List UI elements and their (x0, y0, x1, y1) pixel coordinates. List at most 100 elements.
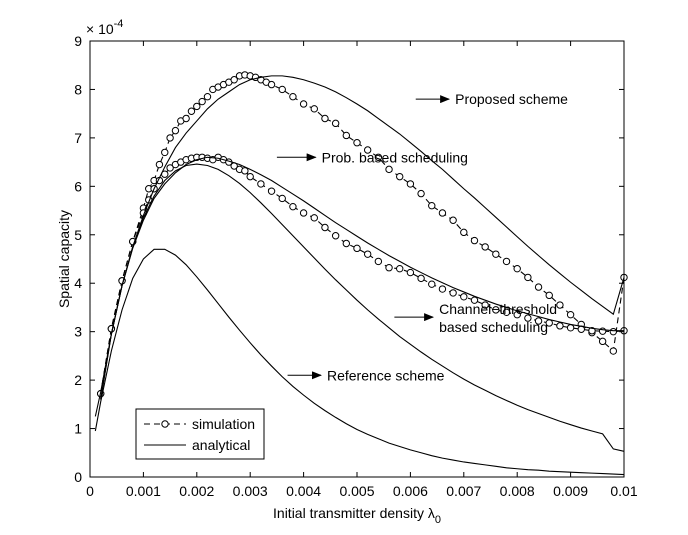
x-axis-label: Initial transmitter density λ0 (273, 505, 441, 526)
series-0-point-9 (166, 134, 174, 142)
y-tick-label: 8 (74, 81, 82, 97)
series-1-point-42 (438, 285, 447, 293)
series-0-point-21 (230, 76, 238, 84)
annotation-label-2: Channel−threshold (439, 301, 557, 317)
series-1-point-30 (310, 214, 318, 222)
legend-marker-0 (161, 420, 169, 428)
series-0-point-48 (481, 243, 489, 251)
series-0-point-14 (193, 102, 201, 111)
series-0-point-13 (187, 107, 196, 115)
y-tick-label: 7 (74, 130, 82, 146)
series-0-point-16 (203, 93, 212, 101)
x-tick-label: 0.002 (179, 483, 214, 499)
series-1-point-26 (267, 187, 276, 195)
series-0-point-28 (267, 80, 276, 89)
series-1-point-58 (609, 327, 618, 336)
series-1-point-56 (588, 327, 596, 335)
series-0-point-52 (524, 273, 532, 282)
series-1-point-47 (492, 306, 500, 314)
legend-label-1: analytical (192, 437, 250, 453)
series-0-point-49 (492, 250, 500, 258)
series-1-point-35 (363, 250, 372, 258)
series-1-point-28 (289, 202, 297, 211)
series-0-point-43 (428, 202, 436, 210)
series-0-point-54 (545, 291, 553, 300)
annotation-label-2-line2: based scheduling (439, 319, 548, 335)
series-0-point-59 (598, 337, 607, 346)
series-0-point-34 (331, 119, 340, 128)
legend-box (135, 408, 265, 460)
series-1-point-45 (470, 296, 479, 304)
series-0-point-32 (310, 105, 318, 113)
series-0-point-50 (502, 257, 511, 266)
series-1-point-31 (321, 223, 329, 232)
series-0-point-39 (385, 165, 393, 174)
x-tick-label: 0.008 (500, 483, 535, 499)
series-0-point-46 (460, 228, 468, 237)
series-0-point-33 (321, 114, 329, 123)
series-1-point-44 (460, 293, 468, 301)
series-0-point-60 (609, 347, 618, 355)
x-tick-label: 0.009 (553, 483, 588, 499)
series-1-point-54 (566, 324, 575, 332)
series-0-point-35 (342, 131, 351, 140)
series-0-point-44 (438, 209, 447, 217)
series-0-point-38 (374, 153, 383, 161)
series-0-point-56 (566, 311, 575, 319)
series-1-point-48 (502, 308, 511, 316)
series-1-point-37 (385, 264, 393, 272)
series-1-point-51 (534, 317, 543, 325)
series-0-point-40 (396, 172, 404, 181)
x-tick-label: 0 (86, 483, 94, 499)
series-0-point-53 (534, 283, 543, 291)
series-layer (94, 71, 628, 476)
series-0-point-45 (449, 216, 457, 224)
series-1-point-40 (417, 274, 425, 283)
series-1-point-1 (107, 325, 116, 333)
series-0-point-36 (353, 139, 361, 147)
series-1-point-49 (513, 311, 521, 319)
series-1-point-39 (406, 268, 415, 277)
series-1-point-23 (241, 167, 249, 175)
annotation-label-0: Proposed scheme (455, 91, 568, 107)
series-0-point-41 (406, 180, 415, 188)
series-0-point-51 (513, 264, 521, 273)
y-tick-label: 0 (74, 469, 82, 485)
series-0-point-31 (299, 100, 308, 108)
series-1-point-50 (524, 314, 532, 322)
x-tick-label: 0.004 (286, 483, 321, 499)
series-0-point-8 (161, 148, 169, 157)
x-tick-label: 0.001 (126, 483, 161, 499)
series-0-point-10 (171, 126, 180, 135)
series-0-point-55 (556, 301, 564, 309)
series-0-point-47 (470, 236, 479, 245)
y-tick-label: 5 (74, 227, 82, 243)
series-1-point-33 (342, 239, 351, 248)
legend-label-0: simulation (192, 416, 255, 432)
series-1-point-36 (374, 257, 383, 266)
series-1-point-38 (396, 264, 404, 273)
series-0-point-30 (289, 93, 297, 101)
series-0-point-7 (155, 160, 164, 169)
series-0-point-42 (417, 189, 425, 198)
y-exponent-label: × 10-4 (86, 18, 123, 37)
series-1-point-29 (299, 209, 308, 217)
series-line-3 (100, 156, 624, 400)
y-tick-label: 9 (74, 33, 82, 49)
series-line-4 (94, 163, 625, 452)
series-line-2 (100, 75, 625, 400)
series-1-point-27 (278, 194, 286, 203)
x-tick-label: 0.006 (393, 483, 428, 499)
series-1-point-53 (556, 322, 564, 330)
x-tick-label: 0.007 (446, 483, 481, 499)
y-tick-label: 6 (74, 178, 82, 194)
series-1-point-46 (481, 301, 489, 309)
y-axis-label: Spatial capacity (56, 210, 72, 308)
series-0-point-37 (363, 146, 372, 154)
series-0-point-12 (182, 114, 190, 123)
series-0-point-29 (278, 85, 286, 94)
annotation-label-1: Prob. based scheduling (322, 149, 468, 165)
annotation-layer: Proposed scheme Prob. based scheduling Cha… (276, 91, 568, 383)
